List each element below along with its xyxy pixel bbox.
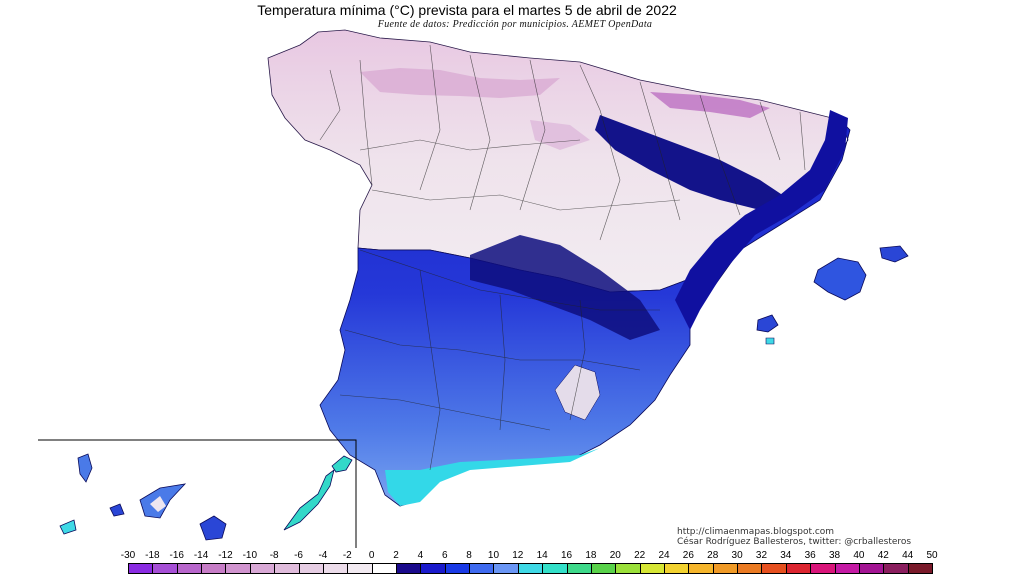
credit-author: César Rodríguez Ballesteros, twitter: @c… [677,537,912,547]
mallorca [813,257,867,301]
central-dark-zone [470,235,660,340]
menorca [879,245,909,263]
mediterranean-coast-zone [675,110,848,330]
el-hierro [59,519,77,535]
page-subtitle: Fuente de datos: Predicción por municipi… [377,19,653,30]
ibiza [756,314,779,333]
la-gomera [109,503,125,517]
la-palma [77,453,93,483]
teide-summit [150,496,166,512]
fuerteventura [283,469,335,531]
sierra-nevada-cold-zone [554,364,601,421]
ebro-valley-zone [595,115,790,210]
credit-url: http://climaenmapas.blogspot.com [677,527,835,537]
canary-inset [38,439,357,548]
pyrenees-cold-zone [650,92,770,118]
lanzarote [331,455,353,473]
province-boundaries [319,44,806,471]
iberian-cold-zone [530,120,590,150]
canary-inset-frame [38,439,357,548]
cantabrian-cold-zone [360,68,560,98]
formentera [765,337,775,345]
gran-canaria [199,515,227,541]
balearic-islands [756,245,909,345]
page-title: Temperatura mínima (°C) prevista para el… [257,2,677,18]
andalusian-coast-zone [385,448,600,506]
